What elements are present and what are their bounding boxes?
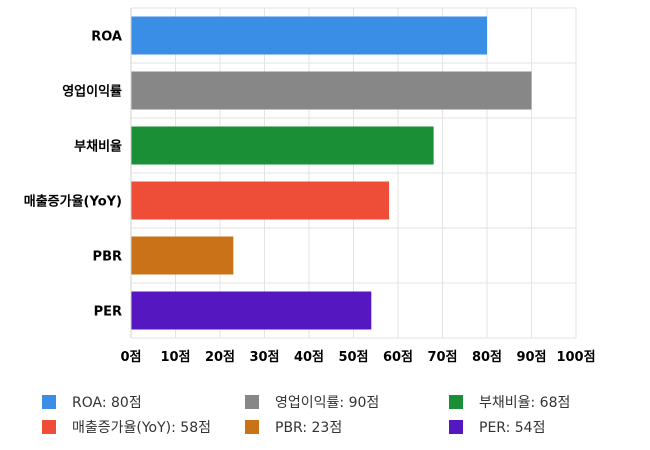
bar[interactable] [131, 236, 234, 275]
legend-item-operating-margin[interactable]: 영업이익률: 90점 [245, 392, 379, 412]
legend-item-per[interactable]: PER: 54점 [449, 417, 545, 437]
legend-item-sales-growth[interactable]: 매출증가율(YoY): 58점 [42, 417, 211, 437]
legend-swatch [245, 395, 259, 409]
x-tick-label: 50점 [338, 350, 368, 365]
legend-swatch [449, 420, 463, 434]
legend-label: 부채비율: 68점 [479, 395, 571, 411]
x-tick-label: 10점 [160, 350, 190, 365]
x-tick-label: 40점 [294, 350, 324, 365]
y-tick-label: 부채비율 [74, 139, 122, 155]
legend-label: 매출증가율(YoY): 58점 [72, 420, 211, 436]
legend-swatch [449, 395, 463, 409]
x-tick-label: 80점 [472, 350, 502, 365]
legend-item-debt-ratio[interactable]: 부채비율: 68점 [449, 392, 570, 412]
legend-swatch [42, 420, 56, 434]
x-tick-label: 20점 [205, 350, 235, 365]
legend-label: 영업이익률: 90점 [275, 395, 380, 411]
bar-chart: 0점 10점 20점 30점 40점 50점 60점 70점 80점 90점 100점 ROA 영업이익… [24, 7, 596, 365]
bar[interactable] [131, 291, 372, 330]
x-tick-label: 100점 [556, 350, 595, 365]
legend-swatch [42, 395, 56, 409]
y-tick-label: PER [94, 305, 122, 320]
x-tick-label: 90점 [516, 350, 546, 365]
x-tick-label: 30점 [249, 350, 279, 365]
legend-item-roa[interactable]: ROA: 80점 [42, 392, 142, 412]
x-tick-label: 0점 [120, 350, 141, 365]
bar[interactable] [131, 126, 434, 165]
bar[interactable] [131, 71, 532, 110]
legend-swatch [245, 420, 259, 434]
y-tick-label: ROA [91, 30, 122, 45]
y-tick-label: 영업이익률 [62, 84, 122, 100]
bar[interactable] [131, 181, 390, 220]
legend-item-pbr[interactable]: PBR: 23점 [245, 417, 342, 437]
legend-label: PER: 54점 [479, 420, 546, 436]
legend-label: ROA: 80점 [72, 395, 142, 411]
legend-label: PBR: 23점 [275, 420, 343, 436]
bar[interactable] [131, 16, 487, 55]
x-tick-label: 60점 [383, 350, 413, 365]
y-tick-label: PBR [93, 250, 122, 265]
y-tick-label: 매출증가율(YoY) [24, 194, 122, 210]
x-tick-label: 70점 [427, 350, 457, 365]
